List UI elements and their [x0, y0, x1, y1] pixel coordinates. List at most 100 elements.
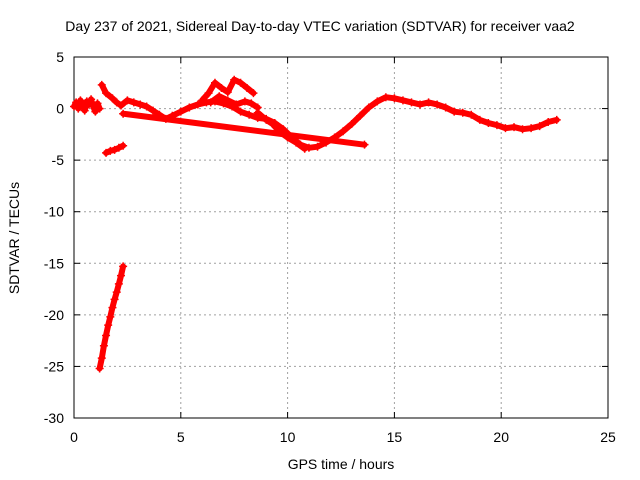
axis-ticks: 0 5 10 15 20 25 -30 -25 -20 -15 -10 -5 0 5 — [44, 49, 616, 445]
data-point — [433, 100, 442, 109]
data-point — [114, 143, 123, 152]
data-point — [87, 95, 96, 104]
data-point — [268, 120, 277, 129]
data-point — [72, 98, 81, 107]
data-point — [535, 122, 544, 131]
data-point — [390, 94, 399, 103]
x-tick-label: 25 — [600, 429, 616, 445]
data-point — [136, 100, 145, 109]
data-point — [360, 140, 369, 149]
series-branch-middle — [206, 92, 262, 112]
x-tick-label: 20 — [493, 429, 509, 445]
data-point — [116, 271, 125, 280]
data-point — [223, 88, 232, 97]
data-point — [102, 89, 111, 98]
data-point — [247, 99, 256, 108]
x-tick-label: 0 — [70, 429, 78, 445]
series-branch-upper — [198, 75, 258, 105]
data-point — [292, 138, 301, 147]
series-band — [120, 110, 368, 148]
data-point — [142, 102, 151, 111]
data-point — [106, 312, 115, 321]
data-point — [198, 96, 207, 105]
data-point — [450, 107, 459, 116]
data-point — [89, 102, 98, 111]
data-point — [116, 101, 125, 110]
data-points — [70, 75, 561, 373]
data-point — [108, 94, 117, 103]
data-point — [95, 364, 104, 373]
data-point — [106, 146, 115, 155]
x-tick-label: 10 — [280, 429, 296, 445]
series-outliers — [119, 109, 369, 149]
data-point — [458, 108, 467, 117]
y-tick-label: -20 — [44, 307, 64, 323]
y-tick-label: 0 — [56, 101, 64, 117]
x-tick-label: 15 — [387, 429, 403, 445]
data-point — [544, 117, 553, 126]
data-point — [108, 303, 117, 312]
data-point — [95, 104, 104, 113]
data-point — [185, 103, 194, 112]
data-point — [84, 100, 93, 109]
series-cluster-start — [70, 95, 104, 116]
data-point — [510, 123, 519, 132]
data-point — [347, 120, 356, 129]
data-point — [119, 262, 128, 271]
data-point — [110, 145, 119, 154]
data-point — [475, 115, 484, 124]
data-point — [78, 101, 87, 110]
data-point — [217, 83, 226, 92]
x-tick-label: 5 — [177, 429, 185, 445]
data-point — [74, 104, 83, 113]
data-point — [492, 121, 501, 130]
series-main-trend — [97, 80, 561, 152]
data-point — [467, 110, 476, 119]
y-tick-label: -10 — [44, 204, 64, 220]
data-point — [210, 78, 219, 87]
data-point — [441, 103, 450, 112]
data-point — [230, 75, 239, 84]
data-point — [80, 106, 89, 115]
series-segment-steep — [95, 262, 128, 373]
data-point — [300, 144, 309, 153]
data-point — [373, 97, 382, 106]
data-point — [518, 125, 527, 134]
data-point — [99, 341, 108, 350]
data-point — [501, 124, 510, 133]
y-tick-label: -15 — [44, 255, 64, 271]
data-point — [364, 103, 373, 112]
data-point — [416, 100, 425, 109]
data-point — [206, 98, 215, 107]
data-point — [381, 93, 390, 102]
data-point — [129, 98, 138, 107]
data-point — [236, 78, 245, 87]
data-point — [356, 111, 365, 120]
data-point — [97, 80, 106, 89]
data-point — [119, 109, 128, 118]
plot-border — [73, 56, 609, 419]
data-point — [93, 99, 102, 108]
data-point — [240, 97, 249, 106]
data-point — [223, 96, 232, 105]
data-point — [215, 92, 224, 101]
y-tick-label: 5 — [56, 49, 64, 65]
y-tick-label: -25 — [44, 358, 64, 374]
data-point — [552, 115, 561, 124]
grid-lines — [74, 57, 608, 418]
y-tick-label: -30 — [44, 410, 64, 426]
chart-title: Day 237 of 2021, Sidereal Day-to-day VTE… — [65, 18, 575, 34]
data-point — [70, 102, 78, 111]
data-point — [102, 148, 111, 157]
data-point — [193, 100, 202, 109]
data-point — [104, 321, 113, 330]
data-point — [484, 119, 493, 128]
data-point — [262, 115, 271, 124]
data-point — [112, 288, 121, 297]
data-point — [119, 141, 128, 150]
data-point — [114, 279, 123, 288]
data-point — [249, 89, 258, 98]
data-point — [313, 142, 322, 151]
data-point — [424, 98, 433, 107]
